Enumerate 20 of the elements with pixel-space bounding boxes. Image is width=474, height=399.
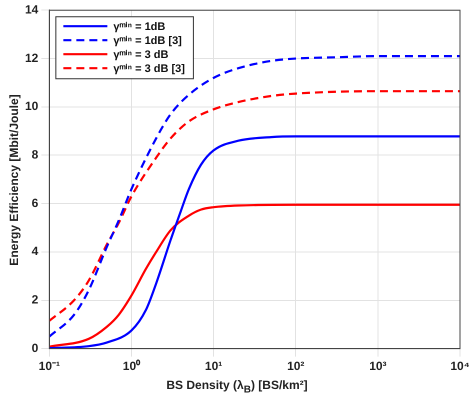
legend-label: γᵐⁱⁿ = 3 dB [3] (113, 63, 186, 76)
x-tick-label: 10⁴ (450, 359, 470, 374)
x-tick-label: 10¹ (204, 359, 222, 374)
y-tick-label: 8 (32, 148, 39, 162)
y-tick-label: 6 (32, 196, 39, 210)
legend-label: γᵐⁱⁿ = 3 dB (113, 49, 168, 62)
y-tick-label: 12 (24, 50, 39, 65)
legend-label: γᵐⁱⁿ = 1dB [3] (113, 35, 182, 48)
x-axis-title: BS Density (λ$_{B}$) [BS/km²] (165, 378, 309, 395)
x-tick-label: 10² (287, 359, 304, 374)
y-tick-label: 2 (32, 292, 39, 307)
y-axis-title: Energy Efficiency [Mbit/Joule] (7, 94, 21, 266)
x-tick-label: 10⁻¹ (38, 359, 60, 374)
x-tick-label: 10⁰ (122, 359, 142, 374)
y-tick-label: 10 (24, 99, 39, 114)
legend-label: γᵐⁱⁿ = 1dB (113, 21, 166, 34)
y-tick-label: 4 (32, 244, 39, 258)
y-tick-label: 14 (24, 2, 39, 17)
y-tick-label: 0 (32, 340, 39, 355)
x-tick-label: 10³ (369, 359, 387, 374)
